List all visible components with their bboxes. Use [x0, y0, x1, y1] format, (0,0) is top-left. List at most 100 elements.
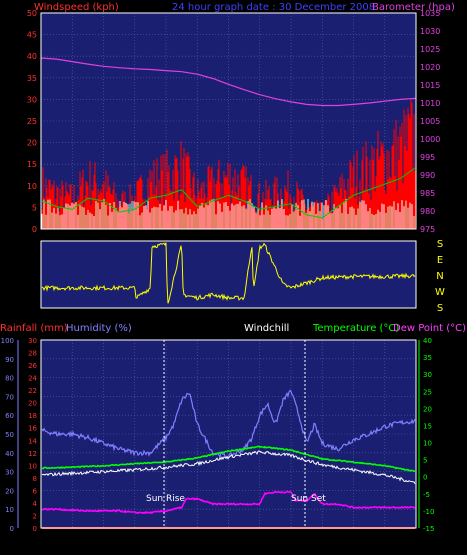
barometer-tick-label: 985 — [420, 189, 435, 198]
graph-title: 24 hour graph date : 30 December 2008 — [172, 2, 375, 13]
x-tick-label: 22 — [380, 538, 390, 547]
x-tick-label: 12 — [223, 232, 233, 241]
x-tick-label: 20 — [348, 232, 358, 241]
rainfall-tick-label: 28 — [28, 350, 37, 358]
x-tick-label: 20 — [348, 538, 358, 547]
temperature-line — [41, 445, 416, 473]
rainfall-tick-label: 18 — [28, 412, 37, 420]
temperature-tick-label: 40 — [423, 337, 432, 345]
humidity-tick-label: 90 — [5, 356, 14, 364]
humidity-tick-label: 100 — [1, 337, 14, 345]
x-tick-label: 02 — [67, 538, 77, 547]
rainfall-axis-title: Rainfall (mm) — [0, 323, 68, 334]
temperature-axis-title: Temperature (°C) — [312, 323, 399, 334]
wind-gust-line — [41, 167, 416, 219]
rainfall-tick-label: 8 — [33, 475, 37, 483]
rainfall-tick-label: 22 — [28, 387, 37, 395]
windspeed-tick-label: 35 — [27, 74, 37, 83]
humidity-tick-label: 10 — [5, 506, 14, 514]
x-tick-label: 00 — [411, 538, 421, 547]
x-tick-label: 12 — [223, 538, 233, 547]
x-tick-label: 22 — [380, 232, 390, 241]
humidity-line — [41, 389, 416, 461]
x-tick-label: 14 — [255, 232, 265, 241]
barometer-tick-label: 1015 — [420, 81, 440, 90]
barometer-tick-label: 1030 — [420, 27, 440, 36]
x-tick-label: 16 — [286, 232, 296, 241]
humidity-tick-label: 80 — [5, 375, 14, 383]
humidity-tick-label: 70 — [5, 393, 14, 401]
humidity-tick-label: 20 — [5, 487, 14, 495]
dewpoint-line — [41, 490, 416, 515]
windspeed-tick-label: 15 — [27, 160, 37, 169]
rainfall-tick-label: 4 — [33, 500, 38, 508]
windspeed-tick-label: 25 — [27, 117, 37, 126]
sun-rise-label: Sun Rise — [146, 494, 185, 504]
x-tick-label: 16 — [286, 538, 296, 547]
x-tick-label: 10 — [192, 538, 202, 547]
x-tick-label: 04 — [98, 232, 108, 241]
humidity-tick-label: 40 — [5, 450, 14, 458]
wind-direction-line — [41, 242, 416, 304]
temperature-tick-label: -15 — [423, 525, 434, 533]
temperature-tick-label: 5 — [423, 457, 427, 465]
sun-set-label: Sun Set — [291, 494, 326, 504]
humidity-tick-label: 50 — [5, 431, 14, 439]
dewpoint-legend: Dew Point (°C) — [393, 323, 466, 334]
direction-plot-area — [41, 241, 416, 308]
barometer-tick-label: 1005 — [420, 117, 440, 126]
barometer-tick-label: 1020 — [420, 63, 440, 72]
temperature-tick-label: 30 — [423, 371, 432, 379]
x-tick-label: 10 — [192, 232, 202, 241]
barometer-line — [40, 57, 417, 107]
temperature-tick-label: 35 — [423, 354, 432, 362]
direction-label: S — [437, 239, 443, 250]
humidity-axis-title: Humidity (%) — [66, 323, 132, 334]
windspeed-tick-label: 5 — [32, 203, 37, 212]
barometer-axis-title: Barometer (hpa) — [372, 2, 455, 13]
rainfall-tick-label: 16 — [28, 425, 37, 433]
rainfall-tick-label: 12 — [28, 450, 37, 458]
rainfall-tick-label: 10 — [28, 462, 37, 470]
rainfall-tick-label: 6 — [33, 487, 38, 495]
x-tick-label: 18 — [317, 232, 327, 241]
x-tick-label: 14 — [255, 538, 265, 547]
humidity-tick-label: 60 — [5, 412, 14, 420]
barometer-tick-label: 995 — [420, 153, 435, 162]
temperature-tick-label: 25 — [423, 388, 432, 396]
rainfall-tick-label: 20 — [28, 400, 37, 408]
humidity-tick-label: 30 — [5, 469, 14, 477]
x-tick-label: 06 — [130, 232, 140, 241]
rainfall-tick-label: 24 — [28, 375, 37, 383]
direction-label: N — [436, 271, 443, 282]
windchill-line — [41, 450, 416, 484]
barometer-tick-label: 1035 — [420, 9, 440, 18]
x-tick-label: 18 — [317, 538, 327, 547]
barometer-tick-label: 980 — [420, 207, 435, 216]
rainfall-tick-label: 30 — [28, 337, 37, 345]
rainfall-tick-label: 14 — [28, 437, 37, 445]
windspeed-axis-title: Windspeed (kph) — [34, 2, 119, 13]
windspeed-tick-label: 10 — [27, 182, 37, 191]
barometer-tick-label: 1010 — [420, 99, 440, 108]
windspeed-tick-label: 50 — [27, 9, 37, 18]
x-tick-label: 06 — [130, 538, 140, 547]
direction-label: E — [437, 255, 443, 266]
temperature-tick-label: 15 — [423, 422, 432, 430]
x-tick-label: 00 — [411, 232, 421, 241]
x-tick-label: 08 — [161, 538, 171, 547]
direction-label: W — [435, 287, 445, 298]
barometer-tick-label: 1000 — [420, 135, 440, 144]
temperature-tick-label: -10 — [423, 508, 434, 516]
windspeed-tick-label: 30 — [27, 95, 37, 104]
temperature-tick-label: 10 — [423, 440, 432, 448]
windspeed-tick-label: 0 — [32, 225, 37, 234]
x-tick-label: 08 — [161, 232, 171, 241]
temperature-tick-label: 20 — [423, 405, 432, 413]
rainfall-tick-label: 2 — [33, 512, 37, 520]
barometer-tick-label: 1025 — [420, 45, 440, 54]
windchill-legend: Windchill — [244, 323, 289, 334]
x-tick-label: 02 — [67, 232, 77, 241]
barometer-tick-label: 990 — [420, 171, 435, 180]
temperature-tick-label: 0 — [423, 474, 427, 482]
